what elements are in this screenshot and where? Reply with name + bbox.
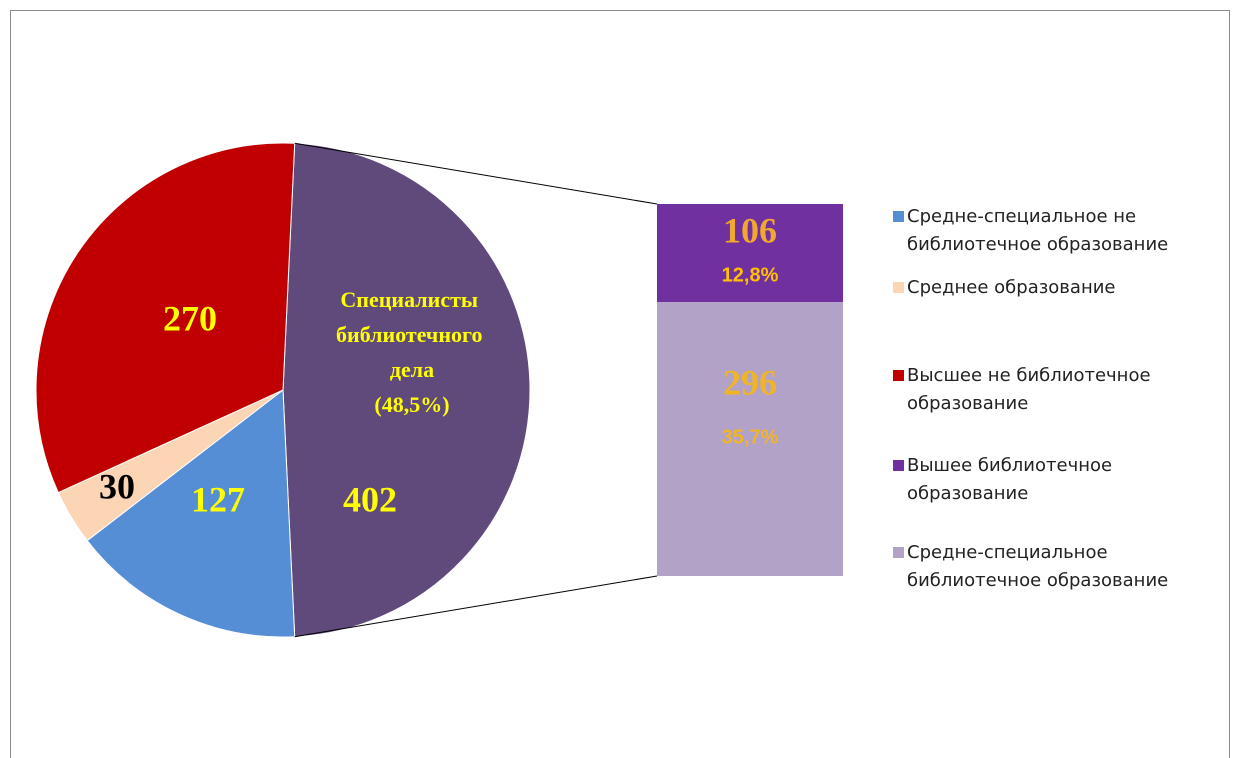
legend-label: Высшее не библиотечное образование	[907, 365, 1156, 414]
data-label: 127	[191, 479, 245, 519]
legend-label: Средне-специальное библиотечное образова…	[907, 542, 1168, 591]
bar-segment	[657, 204, 843, 303]
data-label: 270	[163, 298, 217, 338]
connector-line	[294, 575, 658, 638]
legend-swatch	[893, 460, 904, 471]
share-label: 12,8%	[722, 264, 779, 286]
group-share-label: (48,5%)	[374, 392, 449, 417]
legend-label: Вышее библиотечное образование	[907, 455, 1118, 504]
bar-segment	[657, 302, 843, 576]
data-label: 30	[99, 466, 135, 506]
legend-swatch	[893, 211, 904, 222]
legend-label: Средне-специальное не библиотечное образ…	[907, 206, 1168, 255]
data-label: 106	[723, 210, 777, 250]
legend-swatch	[893, 547, 904, 558]
connector-line	[294, 142, 658, 205]
share-label: 35,7%	[722, 426, 779, 448]
pie-slice	[282, 142, 531, 638]
legend-label: Среднее образование	[907, 277, 1116, 298]
chart-frame	[10, 10, 1230, 758]
pie-slice	[86, 389, 296, 638]
data-label: 402	[343, 479, 397, 519]
data-label: 296	[723, 362, 777, 402]
group-label: Специалисты библиотечного дела	[336, 287, 488, 382]
pie-slice	[35, 142, 296, 494]
legend-swatch	[893, 282, 904, 293]
legend-swatch	[893, 370, 904, 381]
